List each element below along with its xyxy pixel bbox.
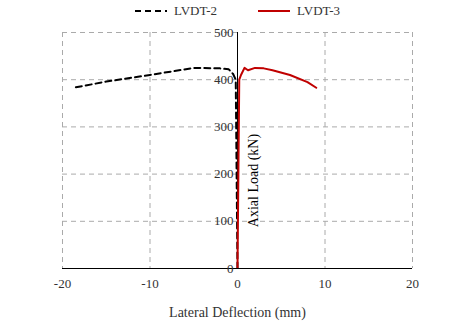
svg-text:10: 10	[319, 276, 332, 291]
svg-text:500: 500	[214, 25, 234, 40]
svg-text:Lateral Deflection (mm): Lateral Deflection (mm)	[169, 305, 306, 321]
svg-text:20: 20	[406, 276, 419, 291]
svg-text:-10: -10	[141, 276, 158, 291]
svg-text:300: 300	[214, 119, 234, 134]
svg-text:0: 0	[227, 261, 234, 276]
svg-text:0: 0	[234, 276, 241, 291]
svg-text:Axial Load (kN): Axial Load (kN)	[246, 134, 262, 228]
svg-text:200: 200	[214, 166, 234, 181]
svg-text:-20: -20	[54, 276, 71, 291]
svg-text:400: 400	[214, 72, 234, 87]
svg-text:100: 100	[214, 213, 234, 228]
html-text:LVDT-3: LVDT-3	[297, 3, 341, 18]
html-text:LVDT-2: LVDT-2	[173, 3, 217, 18]
